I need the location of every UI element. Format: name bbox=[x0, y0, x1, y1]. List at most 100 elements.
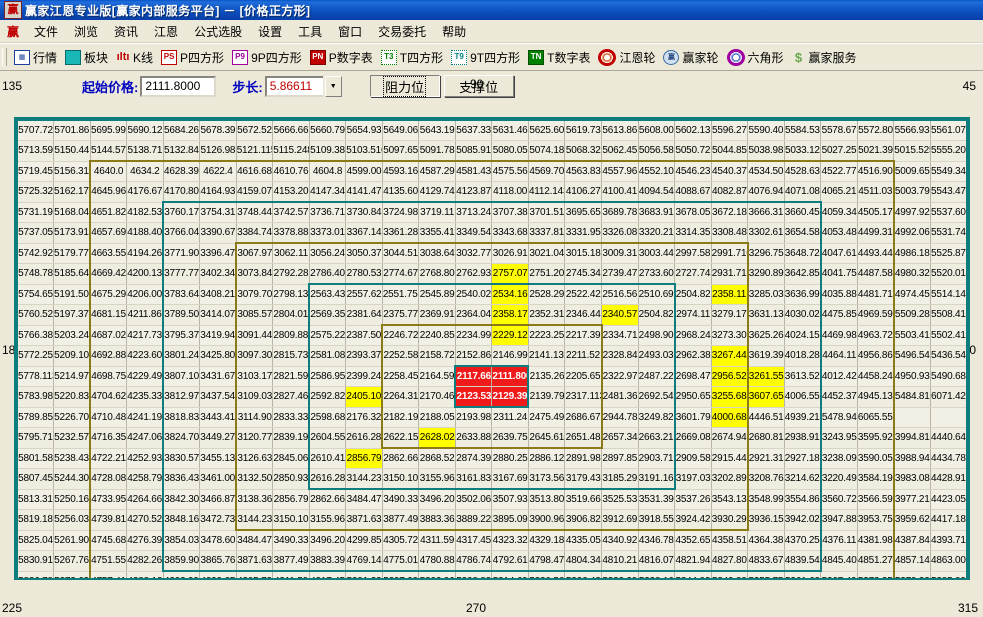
price-cell[interactable]: 3636.99 bbox=[784, 284, 822, 305]
price-cell[interactable]: 2839.19 bbox=[272, 427, 310, 449]
price-cell[interactable]: 4464.11 bbox=[820, 345, 858, 367]
price-cell[interactable]: 3930.29 bbox=[711, 509, 749, 531]
price-cell[interactable]: 4786.74 bbox=[455, 550, 493, 572]
price-cell[interactable]: 2997.58 bbox=[674, 242, 712, 264]
price-cell[interactable]: 3120.77 bbox=[235, 427, 274, 449]
price-cell[interactable]: 5678.39 bbox=[199, 119, 237, 141]
price-cell[interactable]: 4733.95 bbox=[89, 489, 128, 510]
price-cell[interactable]: 2827.46 bbox=[272, 386, 310, 408]
price-cell[interactable]: 3595.92 bbox=[857, 427, 895, 449]
price-cell[interactable]: 3924.42 bbox=[674, 509, 712, 531]
price-cell[interactable]: 3584.19 bbox=[857, 468, 895, 490]
price-cell[interactable]: 4505.17 bbox=[857, 202, 895, 223]
price-cell[interactable]: 2176.32 bbox=[345, 407, 383, 428]
price-cell[interactable]: 3883.39 bbox=[309, 550, 347, 572]
price-cell[interactable]: 2856.79 bbox=[272, 489, 310, 510]
price-cell[interactable]: 2152.86 bbox=[455, 345, 493, 367]
price-cell[interactable]: 3026.91 bbox=[491, 242, 529, 264]
price-cell[interactable]: 3191.16 bbox=[638, 468, 676, 490]
price-cell[interactable]: 4516.90 bbox=[857, 160, 895, 182]
price-cell[interactable]: 2551.756 bbox=[382, 283, 420, 305]
price-cell[interactable]: 2563.43 bbox=[308, 283, 347, 305]
price-cell[interactable]: 5209.10 bbox=[53, 345, 91, 367]
price-cell[interactable]: 4153.20 bbox=[272, 181, 310, 203]
price-cell[interactable]: 5608.00 bbox=[638, 119, 676, 141]
price-cell[interactable]: 5349.89 bbox=[711, 571, 749, 578]
toolbar-button-p9-square[interactable]: P9 9P四方形 bbox=[229, 47, 307, 68]
toolbar-button-sector[interactable]: 板块 bbox=[62, 47, 113, 68]
price-cell[interactable]: 3109.03 bbox=[235, 386, 274, 408]
price-cell[interactable]: 3660.45 bbox=[784, 201, 822, 223]
price-cell[interactable]: 3138.36 bbox=[235, 489, 274, 510]
price-cell[interactable]: 3484.47 bbox=[345, 489, 383, 510]
price-cell[interactable]: 2481.36 bbox=[601, 386, 639, 408]
price-cell[interactable]: 2868.52 bbox=[418, 448, 456, 469]
price-cell[interactable]: 3707.38 bbox=[491, 201, 529, 223]
price-cell[interactable]: 3220.49 bbox=[820, 468, 858, 490]
price-cell[interactable]: 5074.18 bbox=[528, 140, 566, 162]
price-cell[interactable]: 5261.90 bbox=[53, 530, 91, 551]
price-cell[interactable]: 3736.71 bbox=[309, 201, 347, 223]
price-cell[interactable]: 4194.26 bbox=[126, 243, 164, 264]
price-cell[interactable]: 5080.05 bbox=[491, 140, 529, 162]
price-cell[interactable]: 3724.98 bbox=[382, 201, 420, 223]
price-cell[interactable]: 2651.48 bbox=[564, 427, 603, 449]
price-cell[interactable]: 3807.10 bbox=[162, 366, 201, 387]
price-cell[interactable]: 2821.59 bbox=[272, 366, 310, 387]
price-cell[interactable]: 5649.06 bbox=[382, 119, 420, 141]
price-cell[interactable]: 2903.71 bbox=[638, 448, 676, 469]
price-cell[interactable]: 2129.39 bbox=[491, 386, 530, 408]
price-cell[interactable]: 2334.71 bbox=[601, 325, 639, 346]
price-cell[interactable]: 2862.66 bbox=[309, 489, 347, 510]
price-cell[interactable]: 6071.42 bbox=[930, 386, 968, 408]
price-cell[interactable]: 2757.07 bbox=[491, 263, 529, 285]
price-cell[interactable]: 2915.44 bbox=[711, 448, 749, 469]
price-cell[interactable]: 3854.03 bbox=[162, 530, 201, 551]
price-cell[interactable]: 4663.55 bbox=[89, 243, 128, 264]
price-cell[interactable]: 4604.8 bbox=[309, 160, 347, 182]
price-cell[interactable]: 2622.15 bbox=[381, 427, 420, 449]
price-cell[interactable]: 3877.49 bbox=[382, 509, 420, 531]
price-cell[interactable]: 4640.0 bbox=[89, 160, 128, 182]
price-cell[interactable]: 4059.34 bbox=[820, 202, 858, 223]
price-cell[interactable]: 5502.41 bbox=[930, 325, 968, 346]
price-cell[interactable]: 2616.28 bbox=[345, 427, 383, 449]
price-cell[interactable]: 2592.82 bbox=[308, 386, 347, 408]
price-cell[interactable]: 5256.03 bbox=[53, 509, 91, 531]
price-cell[interactable]: 5766.38 bbox=[16, 325, 55, 346]
price-cell[interactable]: 5484.81 bbox=[893, 386, 931, 408]
price-cell[interactable]: 3214.62 bbox=[784, 468, 822, 490]
toolbar-button-hexagon[interactable]: 六角形 bbox=[724, 47, 789, 68]
price-cell[interactable]: 4810.21 bbox=[601, 550, 639, 572]
price-cell[interactable]: 4593.16 bbox=[382, 160, 420, 182]
price-cell[interactable]: 4780.88 bbox=[418, 550, 456, 572]
price-cell[interactable]: 4206.00 bbox=[126, 284, 164, 305]
price-cell[interactable]: 5503.41 bbox=[893, 325, 931, 346]
price-cell[interactable]: 3466.87 bbox=[199, 489, 237, 510]
price-cell[interactable]: 2774.67 bbox=[382, 263, 420, 285]
price-cell[interactable]: 4428.91 bbox=[930, 468, 968, 490]
price-cell[interactable]: 4123.87 bbox=[455, 181, 493, 203]
price-cell[interactable]: 5590.40 bbox=[747, 119, 785, 141]
price-cell[interactable]: 5525.87 bbox=[930, 243, 968, 264]
price-cell[interactable]: 3015.18 bbox=[564, 242, 602, 264]
price-cell[interactable]: 2792.28 bbox=[272, 263, 310, 285]
price-cell[interactable]: 3431.67 bbox=[199, 366, 237, 387]
price-cell[interactable]: 5613.86 bbox=[601, 119, 639, 141]
price-cell[interactable]: 4393.71 bbox=[930, 530, 968, 551]
price-cell[interactable]: 3994.81 bbox=[893, 427, 931, 449]
price-cell[interactable]: 3021.04 bbox=[528, 242, 566, 264]
price-cell[interactable]: 3050.37 bbox=[345, 242, 383, 264]
price-cell[interactable]: 2352.31 bbox=[528, 304, 566, 326]
price-cell[interactable]: 4159.07 bbox=[236, 181, 274, 203]
price-cell[interactable]: 3654.58 bbox=[784, 222, 822, 244]
toolbar-button-winner-service[interactable]: $ 赢家服务 bbox=[789, 47, 862, 68]
price-cell[interactable]: 4552.10 bbox=[638, 160, 676, 182]
price-cell[interactable]: 3056.24 bbox=[309, 242, 347, 264]
price-cell[interactable]: 3537.26 bbox=[674, 489, 712, 510]
price-cell[interactable]: 5707.72 bbox=[16, 119, 55, 141]
price-cell[interactable]: 2586.95 bbox=[308, 366, 347, 387]
price-cell[interactable]: 4270.52 bbox=[126, 509, 164, 531]
price-cell[interactable]: 5719.457 bbox=[16, 161, 55, 182]
price-cell[interactable]: 3390.67 bbox=[199, 222, 237, 244]
